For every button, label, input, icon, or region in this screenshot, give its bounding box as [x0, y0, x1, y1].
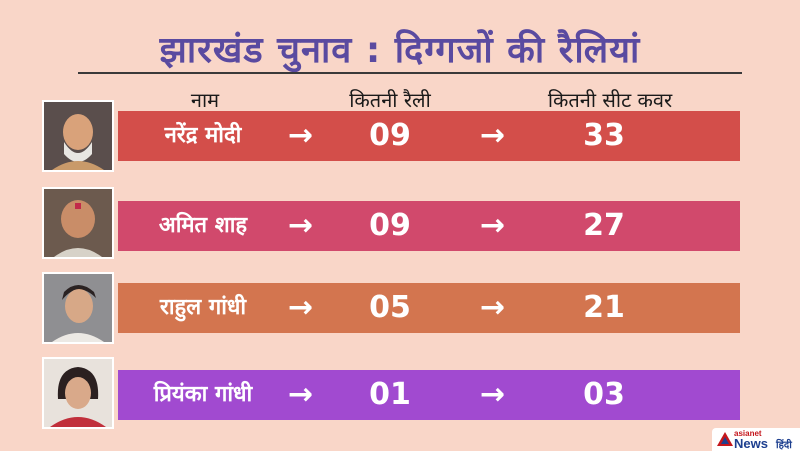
row-rallies: 05 — [369, 290, 411, 325]
title-divider — [78, 72, 742, 74]
arrow-right-icon: → — [288, 208, 314, 243]
row-seats: 27 — [583, 208, 625, 243]
arrow-right-icon: → — [480, 208, 506, 243]
arrow-right-icon: → — [288, 290, 314, 325]
column-header-seats: कितनी सीट कवर — [547, 88, 673, 112]
logo-text: asianet — [734, 429, 762, 438]
row-name: राहुल गांधी — [159, 295, 247, 320]
arrow-right-icon: → — [288, 118, 314, 153]
row-rallies: 01 — [369, 377, 411, 412]
column-header-rallies: कितनी रैली — [349, 88, 431, 112]
page-title: झारखंड चुनाव : दिग्गजों की रैलियां — [159, 30, 641, 71]
photo-row-2 — [42, 187, 114, 259]
row-seats: 33 — [583, 118, 625, 153]
column-header-name: नाम — [190, 88, 220, 112]
row-name: प्रियंका गांधी — [153, 382, 253, 407]
row-4-bar: प्रियंका गांधी → 01 → 03 — [118, 370, 740, 420]
row-1-bar: नरेंद्र मोदी → 09 → 33 — [118, 111, 740, 161]
photo-row-3 — [42, 272, 114, 344]
portrait-icon — [44, 359, 112, 427]
row-name: नरेंद्र मोदी — [164, 123, 242, 148]
portrait-icon — [44, 274, 112, 342]
arrow-right-icon: → — [288, 377, 314, 412]
arrow-right-icon: → — [480, 290, 506, 325]
row-rallies: 09 — [369, 118, 411, 153]
asianet-news-logo: asianet News हिंदी — [712, 428, 800, 451]
row-3-bar: राहुल गांधी → 05 → 21 — [118, 283, 740, 333]
portrait-icon — [44, 102, 112, 170]
arrow-right-icon: → — [480, 118, 506, 153]
logo-text: हिंदी — [776, 440, 792, 451]
row-name: अमित शाह — [158, 213, 248, 238]
portrait-icon — [44, 189, 112, 257]
photo-row-4 — [42, 357, 114, 429]
row-seats: 03 — [583, 377, 625, 412]
row-rallies: 09 — [369, 208, 411, 243]
logo-mark-icon — [717, 432, 733, 446]
arrow-right-icon: → — [480, 377, 506, 412]
row-seats: 21 — [583, 290, 625, 325]
photo-row-1 — [42, 100, 114, 172]
row-2-bar: अमित शाह → 09 → 27 — [118, 201, 740, 251]
logo-text: News — [734, 436, 768, 451]
